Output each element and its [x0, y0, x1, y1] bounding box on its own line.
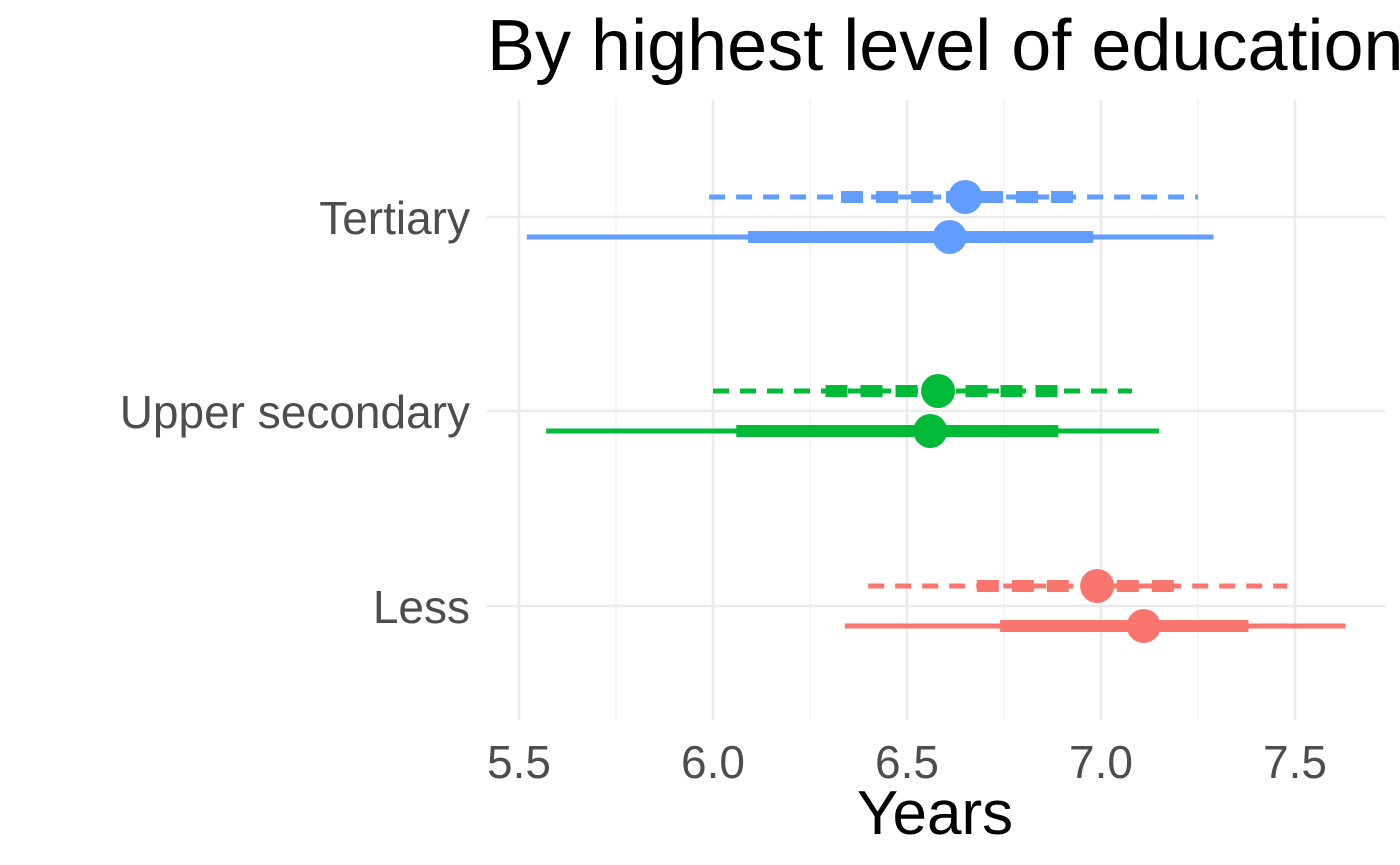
y-category-label: Less [373, 581, 470, 633]
x-tick-label: 7.5 [1263, 736, 1327, 788]
point-estimate [1126, 609, 1161, 643]
y-category-label: Upper secondary [120, 386, 470, 438]
x-axis-tick-labels: 5.5 6.0 6.5 7.0 7.5 [487, 736, 1327, 788]
chart-title: By highest level of education [487, 6, 1400, 86]
x-tick-label: 5.5 [487, 736, 551, 788]
x-tick-label: 6.0 [681, 736, 745, 788]
point-estimate [921, 374, 956, 408]
point-estimate [948, 180, 983, 214]
x-axis-label: Years [857, 779, 1013, 848]
y-category-label: Tertiary [319, 192, 470, 244]
chart-marks [526, 180, 1346, 643]
point-estimate [1080, 569, 1115, 603]
x-tick-label: 7.0 [1069, 736, 1133, 788]
y-axis-labels: Tertiary Upper secondary Less [120, 192, 470, 633]
point-estimate [913, 414, 948, 448]
grid [487, 100, 1385, 720]
x-tick-label: 6.5 [875, 736, 939, 788]
point-estimate [932, 220, 967, 254]
